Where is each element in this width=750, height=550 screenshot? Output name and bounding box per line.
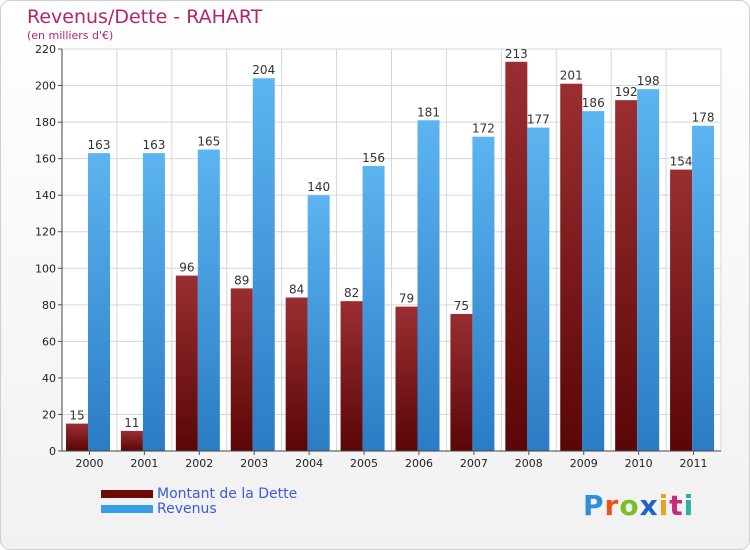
y-tick-label: 60: [42, 335, 56, 348]
legend-label-revenus: Revenus: [157, 501, 217, 517]
x-tick-label: 2002: [185, 457, 213, 470]
x-tick-label: 2001: [130, 457, 158, 470]
data-label-dette: 96: [179, 261, 194, 275]
bar-revenus: [307, 195, 330, 451]
data-label-dette: 201: [560, 69, 583, 83]
data-label-dette: 11: [124, 416, 139, 430]
proxiti-logo: Proxiti: [583, 489, 694, 522]
bar-revenus: [142, 153, 165, 451]
data-label-revenus: 177: [527, 113, 550, 127]
bar-revenus: [197, 149, 220, 451]
bar-dette: [285, 297, 308, 451]
data-label-revenus: 172: [472, 122, 495, 136]
y-tick-label: 200: [35, 80, 56, 93]
bars: [66, 61, 715, 452]
y-tick-label: 80: [42, 299, 56, 312]
bar-revenus: [88, 153, 110, 451]
bar-dette: [670, 169, 693, 451]
x-tick-label: 2004: [295, 457, 323, 470]
bar-revenus: [417, 120, 440, 451]
chart-subtitle: (en milliers d'€): [27, 29, 114, 42]
data-label-dette: 213: [505, 47, 528, 61]
y-tick-label: 100: [35, 262, 56, 275]
bar-dette: [615, 100, 638, 451]
data-label-dette: 154: [670, 155, 693, 169]
logo-letter: r: [604, 489, 620, 522]
bar-revenus: [252, 78, 275, 452]
data-label-dette: 84: [289, 283, 304, 297]
x-tick-label: 2003: [240, 457, 268, 470]
chart-title: Revenus/Dette - RAHART: [27, 6, 263, 28]
logo-letter: P: [583, 489, 605, 522]
data-label-revenus: 165: [197, 135, 220, 149]
axes: 0 20 40 60 80 100 120 140 160 180 200 220 2000 2001 20…: [35, 43, 721, 470]
x-tick-label: 2008: [515, 457, 543, 470]
data-label-dette: 192: [615, 85, 638, 99]
data-label-dette: 15: [69, 409, 84, 423]
data-label-revenus: 163: [88, 138, 111, 152]
labels: 15 163 11 163 96 165 89 204 84 140 82 156 79 181 75 172…: [69, 47, 714, 430]
data-label-revenus: 140: [307, 180, 330, 194]
bar-dette: [175, 275, 198, 451]
data-label-dette: 75: [454, 299, 469, 313]
y-tick-label: 120: [35, 226, 56, 239]
logo-letter: i: [683, 489, 695, 522]
y-tick-label: 140: [35, 189, 56, 202]
x-tick-label: 2006: [405, 457, 433, 470]
x-tick-label: 2005: [350, 457, 378, 470]
bar-dette: [66, 423, 88, 451]
bar-revenus: [362, 165, 385, 452]
x-tick-label: 2009: [570, 457, 598, 470]
data-label-revenus: 186: [582, 96, 605, 110]
bar-revenus: [472, 136, 495, 451]
y-tick-label: 180: [35, 116, 56, 129]
data-label-revenus: 156: [362, 151, 385, 165]
x-tick-label: 2010: [625, 457, 653, 470]
data-label-revenus: 178: [692, 111, 715, 125]
y-tick-label: 0: [49, 445, 56, 458]
data-label-revenus: 163: [142, 138, 165, 152]
y-tick-label: 20: [42, 408, 56, 421]
data-label-dette: 79: [399, 292, 414, 306]
bar-dette: [395, 306, 418, 451]
bar-dette: [505, 61, 528, 452]
bar-revenus: [637, 89, 660, 451]
legend-swatch-revenus: [101, 505, 153, 513]
bar-dette: [120, 430, 143, 451]
data-label-revenus: 198: [637, 74, 660, 88]
x-tick-label: 2007: [460, 457, 488, 470]
data-label-dette: 89: [234, 273, 249, 287]
y-tick-label: 40: [42, 372, 56, 385]
bar-dette: [340, 301, 363, 451]
grid-lines: [61, 48, 722, 452]
bar-revenus: [582, 111, 605, 452]
legend-label-dette: Montant de la Dette: [157, 486, 298, 502]
data-label-dette: 82: [344, 286, 359, 300]
x-tick-label: 2000: [75, 457, 103, 470]
data-label-revenus: 181: [417, 105, 440, 119]
data-label-revenus: 204: [252, 63, 275, 77]
y-tick-label: 220: [35, 43, 56, 56]
bar-revenus: [692, 125, 715, 451]
y-tick-label: 160: [35, 153, 56, 166]
legend-swatch-dette: [101, 490, 153, 498]
bar-dette: [230, 288, 253, 451]
logo-letter: o: [619, 489, 640, 522]
logo-letter: i: [658, 489, 670, 522]
x-tick-label: 2011: [680, 457, 708, 470]
bar-revenus: [527, 127, 550, 451]
logo-letter: x: [639, 489, 659, 522]
logo-letter: t: [669, 489, 684, 522]
bar-dette: [450, 313, 473, 451]
bar-dette: [560, 83, 583, 451]
